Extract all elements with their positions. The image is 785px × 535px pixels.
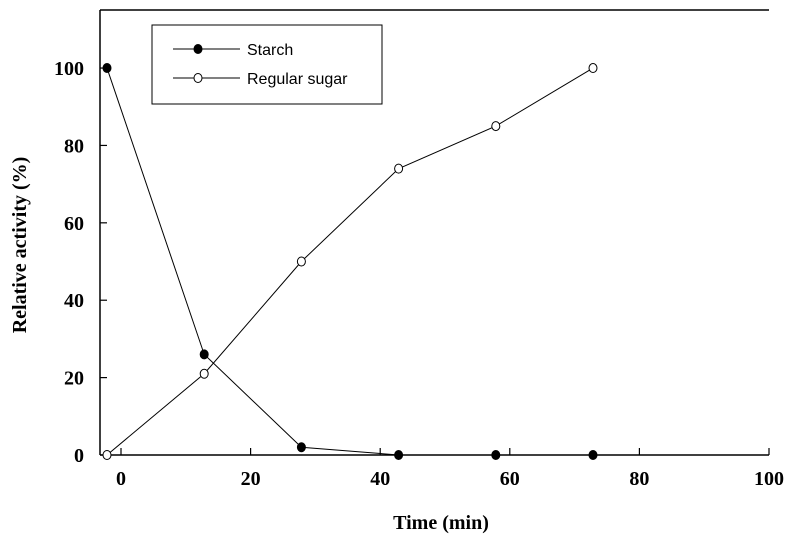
series-line [106, 67, 593, 456]
legend-item: Starch [173, 42, 293, 59]
x-tick-label: 20 [241, 468, 261, 490]
y-tick-label: 20 [64, 368, 84, 390]
data-point [102, 63, 112, 74]
data-point [199, 368, 209, 379]
legend-label: Regular sugar [247, 71, 348, 88]
data-point [296, 256, 306, 267]
y-tick-label: 80 [64, 135, 84, 157]
x-tick-label: 60 [500, 468, 520, 490]
data-point [102, 450, 112, 460]
y-axis-title: Relative activity (%) [9, 157, 31, 334]
legend-label: Starch [247, 42, 293, 59]
x-tick-label: 100 [754, 468, 784, 490]
y-tick-label: 100 [54, 58, 84, 80]
x-tick-label: 80 [629, 468, 649, 490]
legend-box [151, 24, 383, 105]
x-tick-label: 40 [370, 468, 390, 490]
data-point [588, 63, 598, 74]
data-point [491, 121, 501, 132]
series-layer [102, 63, 598, 460]
series-2 [102, 63, 598, 460]
y-tick-label: 0 [74, 445, 84, 467]
legend-item: Regular sugar [173, 71, 348, 88]
legend-marker [193, 44, 203, 54]
data-point [394, 163, 404, 174]
x-axis: 0 20 40 60 80 100 [116, 448, 784, 490]
data-point [588, 450, 598, 460]
legend-marker [193, 73, 203, 83]
y-tick-label: 60 [64, 213, 84, 235]
data-point [394, 450, 404, 460]
series-1 [102, 63, 598, 460]
y-axis: 0 20 40 60 80 100 [54, 58, 107, 467]
x-axis-title: Time (min) [393, 512, 489, 534]
y-tick-label: 40 [64, 290, 84, 312]
legend: Starch Regular sugar [151, 24, 383, 105]
series-line [106, 67, 594, 456]
x-tick-label: 0 [116, 468, 126, 490]
data-point [199, 349, 209, 360]
data-point [296, 442, 306, 453]
data-point [491, 450, 501, 460]
